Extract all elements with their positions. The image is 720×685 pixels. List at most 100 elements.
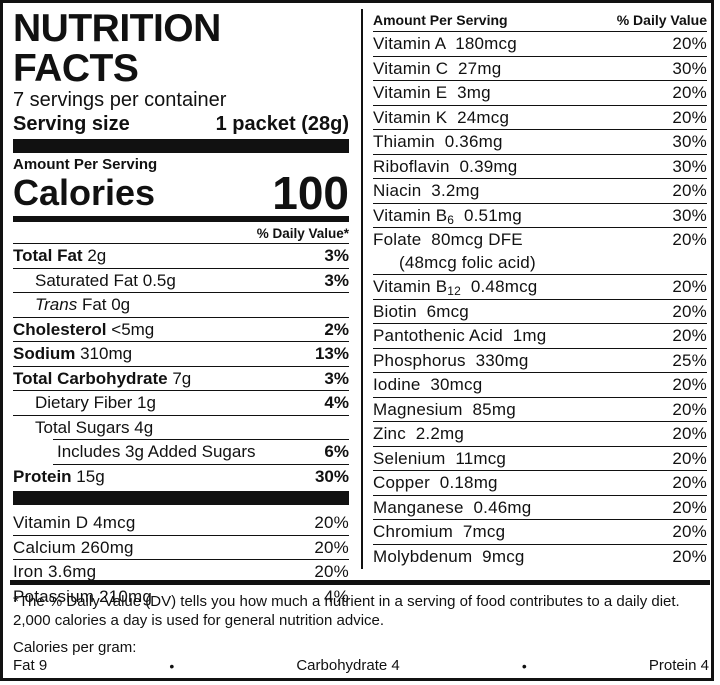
daily-value-footnote: *The % Daily Value (DV) tells you how mu… bbox=[13, 593, 680, 629]
vitamin-text: Vitamin C 27mg bbox=[373, 58, 502, 78]
nutrient-row-total-fat: Total Fat 2g 3% bbox=[13, 244, 349, 269]
vitamin-text: Molybdenum 9mcg bbox=[373, 546, 525, 566]
vitamin-dv: 25% bbox=[672, 350, 707, 370]
nutrient-row-total-carbohydrate: Total Carbohydrate 7g 3% bbox=[13, 367, 349, 391]
nutrient-name: Total Fat bbox=[13, 246, 83, 265]
vitamin-dv: 20% bbox=[672, 399, 707, 419]
nutrient-name: Protein bbox=[13, 466, 72, 486]
serving-size-label: Serving size bbox=[13, 113, 130, 135]
nutrient-amount: 4g bbox=[134, 417, 154, 437]
vitamin-dv: 20% bbox=[672, 34, 707, 53]
column-divider bbox=[361, 9, 363, 569]
vitamin-dv: 20% bbox=[672, 473, 707, 492]
vitamin-text: Riboflavin 0.39mg bbox=[373, 156, 518, 176]
vitamin-row: Vitamin A 180mcg 20% bbox=[373, 32, 707, 57]
calories-label: Calories bbox=[13, 172, 156, 213]
nutrient-amount: 2g bbox=[87, 246, 107, 265]
nutrient-dv: 4% bbox=[324, 393, 349, 412]
vitamin-row: Vitamin B6 0.51mg 30% bbox=[373, 204, 707, 228]
cpg-carbohydrate: Carbohydrate 4 bbox=[296, 657, 400, 674]
vitamin-text: Thiamin 0.36mg bbox=[373, 132, 503, 151]
vitamin-row: Pantothenic Acid 1mg 20% bbox=[373, 324, 707, 349]
vitamin-text: Selenium 11mcg bbox=[373, 448, 507, 468]
right-column: Amount Per Serving % Daily Value Vitamin… bbox=[373, 9, 707, 568]
calories-per-gram: Calories per gram: Fat 9 • Carbohydrate … bbox=[13, 639, 709, 675]
nutrient-name: Cholesterol bbox=[13, 319, 107, 339]
vitamin-dv: 20% bbox=[672, 522, 707, 541]
mineral-text: Potassium 210mg bbox=[13, 586, 153, 606]
vitamin-dv: 30% bbox=[672, 156, 707, 176]
nutrient-row-trans-fat: Trans Fat 0g bbox=[13, 293, 349, 318]
vitamin-dv: 30% bbox=[672, 205, 707, 225]
vitamin-dv: 20% bbox=[672, 301, 707, 321]
vitamin-text: Niacin 3.2mg bbox=[373, 181, 480, 200]
vitamin-row: Vitamin E 3mg 20% bbox=[373, 81, 707, 106]
vitamin-text: Vitamin A 180mcg bbox=[373, 34, 517, 53]
vitamin-text-secondary: (48mcg folic acid) bbox=[399, 253, 536, 272]
vitamin-row: Riboflavin 0.39mg 30% bbox=[373, 155, 707, 179]
nutrient-row-added-sugars: Includes 3g Added Sugars 6% bbox=[53, 439, 349, 465]
vitamin-row: Copper 0.18mg 20% bbox=[373, 471, 707, 496]
vitamin-text: Vitamin B12 0.48mcg bbox=[373, 275, 537, 299]
nutrient-row-cholesterol: Cholesterol <5mg 2% bbox=[13, 318, 349, 342]
vitamin-row: Folate 80mcg DFE 20% (48mcg folic acid) bbox=[373, 228, 707, 275]
vitamin-text: Manganese 0.46mg bbox=[373, 497, 532, 517]
mineral-text: Iron 3.6mg bbox=[13, 562, 97, 581]
vitamin-text: Vitamin E 3mg bbox=[373, 83, 491, 102]
vitamin-subscript: 12 bbox=[447, 284, 461, 298]
nutrient-row-sodium: Sodium 310mg 13% bbox=[13, 342, 349, 367]
vitamin-text: Biotin 6mcg bbox=[373, 301, 469, 321]
nutrient-name: Includes 3g Added Sugars bbox=[57, 442, 256, 461]
vitamin-dv: 20% bbox=[672, 277, 707, 296]
nutrient-dv: 2% bbox=[324, 319, 349, 339]
vitamin-dv: 20% bbox=[672, 326, 707, 345]
nutrient-name: Sodium bbox=[13, 344, 76, 363]
mineral-row-potassium: Potassium 210mg 4% bbox=[13, 585, 349, 609]
nutrient-name: Saturated Fat bbox=[35, 270, 139, 290]
vitamin-row: Niacin 3.2mg 20% bbox=[373, 179, 707, 204]
vitamin-row: Selenium 11mcg 20% bbox=[373, 447, 707, 471]
mineral-text: Vitamin D 4mcg bbox=[13, 513, 136, 532]
mineral-row-calcium: Calcium 260mg 20% bbox=[13, 536, 349, 560]
vitamin-text-prefix: Vitamin B bbox=[373, 277, 448, 296]
thick-divider bbox=[13, 491, 349, 505]
vitamin-dv: 20% bbox=[672, 230, 707, 249]
calories-value: 100 bbox=[272, 167, 349, 219]
vitamin-text: Vitamin B6 0.51mg bbox=[373, 204, 522, 228]
vitamin-dv: 20% bbox=[672, 181, 707, 200]
vitamin-row: Vitamin B12 0.48mcg 20% bbox=[373, 275, 707, 300]
vitamin-row: Vitamin K 24mcg 20% bbox=[373, 106, 707, 130]
nutrient-dv: 6% bbox=[324, 442, 349, 461]
calories-row: Calories 100 bbox=[13, 167, 349, 219]
daily-value-header: % Daily Value* bbox=[13, 224, 349, 244]
vitamin-row-line: Folate 80mcg DFE 20% bbox=[373, 228, 707, 251]
vitamin-dv: 20% bbox=[672, 107, 707, 127]
nutrient-name: Trans bbox=[35, 295, 78, 314]
nutrient-amount: 0.5g bbox=[142, 270, 176, 290]
cpg-fat: Fat 9 bbox=[13, 657, 48, 674]
mineral-row-vitamin-d: Vitamin D 4mcg 20% bbox=[13, 511, 349, 536]
vitamin-text: Pantothenic Acid 1mg bbox=[373, 326, 547, 345]
vitamin-dv: 20% bbox=[672, 448, 707, 468]
nutrient-name: Total Carbohydrate bbox=[13, 368, 168, 388]
bullet-icon: • bbox=[521, 658, 527, 674]
vitamin-text: Zinc 2.2mg bbox=[373, 424, 465, 443]
vitamin-dv: 20% bbox=[672, 497, 707, 517]
nutrient-amount: 7g bbox=[172, 368, 192, 388]
vitamin-text: Magnesium 85mg bbox=[373, 399, 516, 419]
vitamin-text-suffix: 0.48mcg bbox=[461, 277, 538, 296]
nutrient-row-protein: Protein 15g 30% bbox=[13, 465, 349, 489]
nutrient-amount: 1g bbox=[137, 393, 156, 412]
vitamin-dv: 20% bbox=[672, 424, 707, 443]
vitamin-text-prefix: Vitamin B bbox=[373, 205, 448, 225]
vitamin-dv: 30% bbox=[672, 58, 707, 78]
vitamin-text: Copper 0.18mg bbox=[373, 473, 498, 492]
nutrient-dv: 3% bbox=[324, 246, 349, 265]
nutrient-amount: 15g bbox=[76, 466, 105, 486]
nutrient-row-dietary-fiber: Dietary Fiber 1g 4% bbox=[13, 391, 349, 416]
label-title: NUTRITION FACTS bbox=[13, 7, 221, 90]
right-dv-header: % Daily Value bbox=[616, 12, 707, 28]
medium-divider bbox=[13, 216, 349, 222]
vitamin-row: Phosphorus 330mg 25% bbox=[373, 349, 707, 373]
